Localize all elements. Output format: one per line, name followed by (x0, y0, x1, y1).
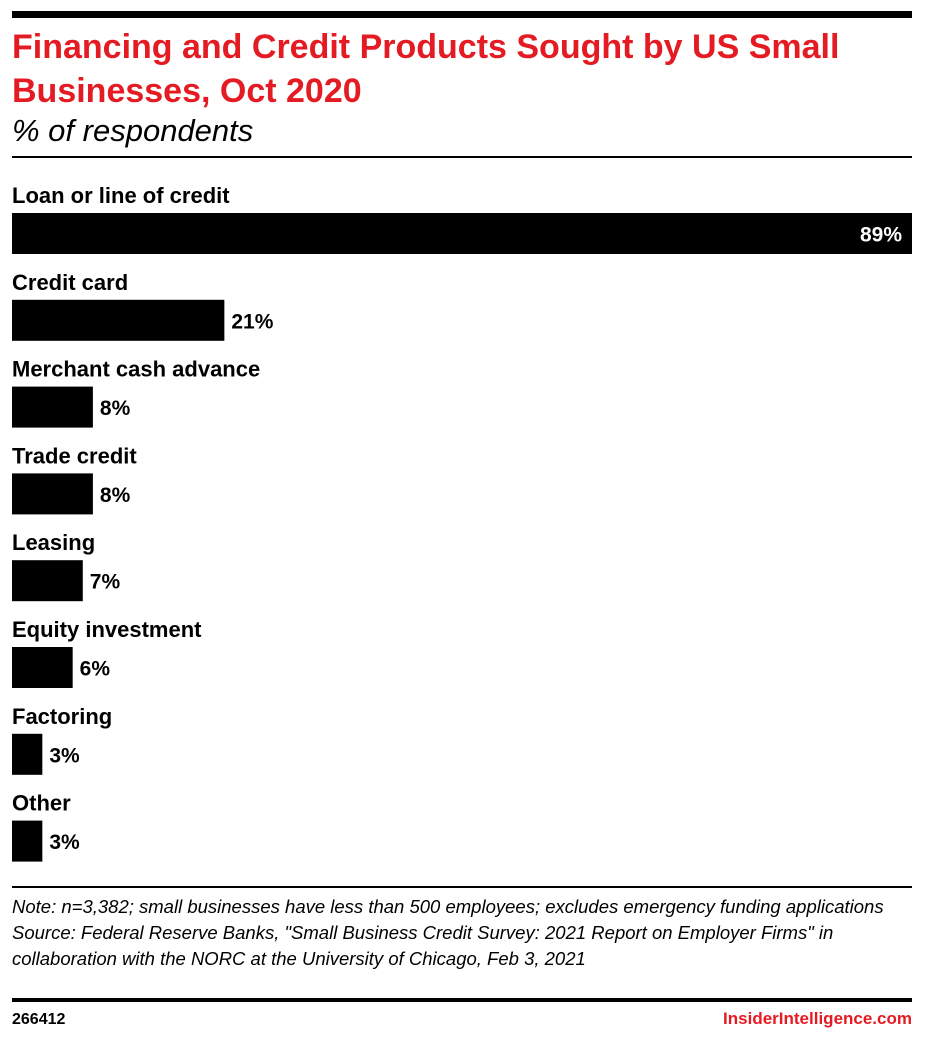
chart-subtitle: % of respondents (12, 113, 254, 148)
category-label-factoring: Factoring (12, 704, 112, 729)
category-label-trade-credit: Trade credit (12, 443, 137, 468)
value-label-factoring: 3% (49, 744, 80, 767)
bar-credit-card (12, 299, 225, 341)
top-rule (12, 11, 912, 18)
bar-equity-investment (12, 647, 73, 688)
bar-other (12, 820, 43, 862)
value-label-equity-investment: 6% (80, 658, 111, 681)
value-label-loan-or-line-of-credit: 89% (860, 224, 902, 247)
value-label-credit-card: 21% (231, 310, 273, 333)
value-label-trade-credit: 8% (100, 484, 131, 507)
category-label-merchant-cash-advance: Merchant cash advance (12, 357, 260, 382)
subtitle-rule (12, 156, 912, 158)
brand-link[interactable]: InsiderIntelligence.com (723, 1009, 912, 1028)
chart-id: 266412 (12, 1011, 66, 1028)
value-label-merchant-cash-advance: 8% (100, 397, 131, 420)
footer-rule (12, 886, 912, 888)
bottom-rule (12, 998, 912, 1002)
bar-trade-credit (12, 473, 93, 515)
category-label-loan-or-line-of-credit: Loan or line of credit (12, 183, 230, 208)
value-label-leasing: 7% (90, 571, 121, 594)
bar-loan-or-line-of-credit (12, 213, 912, 254)
category-label-credit-card: Credit card (12, 270, 128, 295)
note-text: Note: n=3,382; small businesses have les… (12, 896, 884, 917)
source-text: Source: Federal Reserve Banks, "Small Bu… (12, 922, 834, 969)
category-label-leasing: Leasing (12, 530, 95, 555)
bar-leasing (12, 560, 83, 602)
chart-note: Note: n=3,382; small businesses have les… (12, 894, 917, 972)
category-label-other: Other (12, 791, 71, 816)
bar-merchant-cash-advance (12, 386, 93, 428)
bar-factoring (12, 733, 43, 775)
value-label-other: 3% (49, 831, 80, 854)
bar-chart: Loan or line of credit 89% Credit card 21% M… (12, 183, 912, 862)
chart-title: Financing and Credit Products Sought by … (12, 28, 840, 110)
category-label-equity-investment: Equity investment (12, 617, 202, 642)
